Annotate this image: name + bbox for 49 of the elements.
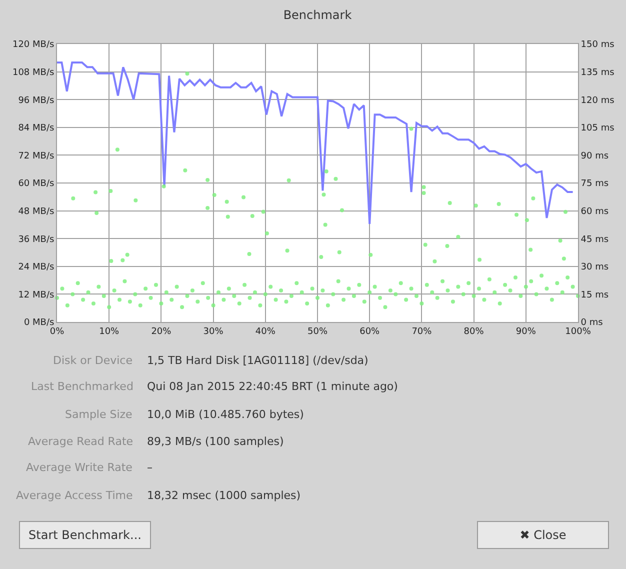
y-tick-label: 72 MB/s bbox=[18, 151, 54, 162]
x-tick-label: 40% bbox=[255, 326, 276, 337]
y-tick-label: 120 MB/s bbox=[12, 40, 55, 50]
x-tick-label: 90% bbox=[516, 326, 536, 337]
x-tick-label: 20% bbox=[151, 326, 172, 337]
y-tick-label: 84 MB/s bbox=[18, 124, 54, 134]
text: 89,3 MB/s (100 samples) bbox=[147, 435, 284, 448]
y2-tick-label: 135 ms bbox=[580, 68, 615, 78]
y-tick-label: 60 MB/s bbox=[18, 179, 54, 190]
y2-tick-label: 60 ms bbox=[580, 206, 609, 217]
y2-tick-label: 90 ms bbox=[580, 151, 609, 162]
text: Start Benchmark... bbox=[28, 528, 142, 542]
x-tick-label: 30% bbox=[203, 326, 224, 337]
text: 1,5 TB Hard Disk [1AG01118] (/dev/sda) bbox=[147, 354, 368, 367]
y-tick-label: 24 MB/s bbox=[18, 262, 54, 273]
text: Average Access Time bbox=[16, 489, 133, 502]
x-tick-label: 80% bbox=[464, 326, 484, 337]
text: – bbox=[147, 461, 152, 474]
line-series bbox=[57, 62, 574, 226]
x-tick-label: 70% bbox=[412, 326, 432, 337]
y-tick-label: 108 MB/s bbox=[12, 68, 55, 78]
x-tick-label: 50% bbox=[307, 326, 328, 337]
y-tick-label: 0 MB/s bbox=[24, 318, 55, 328]
y-tick-label: 96 MB/s bbox=[18, 96, 54, 106]
x-tick-label: 10% bbox=[99, 326, 120, 337]
y-tick-label: 36 MB/s bbox=[18, 234, 54, 245]
text: ✖ Close bbox=[520, 528, 566, 542]
chart-title: Benchmark bbox=[283, 8, 352, 22]
text: Last Benchmarked bbox=[31, 380, 134, 393]
y2-tick-label: 0 ms bbox=[580, 318, 604, 328]
text: Average Write Rate bbox=[26, 461, 133, 474]
text: Qui 08 Jan 2015 22:40:45 BRT (1 minute ago) bbox=[147, 380, 398, 393]
text: Average Read Rate bbox=[28, 435, 134, 448]
y-tick-label: 12 MB/s bbox=[18, 290, 54, 300]
x-tick-label: 60% bbox=[360, 326, 380, 337]
y2-tick-label: 150 ms bbox=[580, 40, 615, 50]
x-tick-label: 0% bbox=[50, 326, 65, 337]
y-tick-label: 48 MB/s bbox=[18, 206, 54, 217]
text: Sample Size bbox=[65, 408, 133, 421]
y2-tick-label: 45 ms bbox=[580, 234, 609, 245]
text: 18,32 msec (1000 samples) bbox=[147, 489, 301, 502]
x-tick-label: 100% bbox=[565, 326, 592, 337]
text: 10,0 MiB (10.485.760 bytes) bbox=[147, 408, 304, 421]
y2-tick-label: 75 ms bbox=[580, 179, 609, 190]
y2-tick-label: 15 ms bbox=[580, 290, 609, 300]
text: Disk or Device bbox=[53, 354, 133, 367]
y2-tick-label: 30 ms bbox=[580, 262, 609, 273]
y2-tick-label: 120 ms bbox=[580, 96, 615, 106]
y2-tick-label: 105 ms bbox=[580, 124, 615, 134]
